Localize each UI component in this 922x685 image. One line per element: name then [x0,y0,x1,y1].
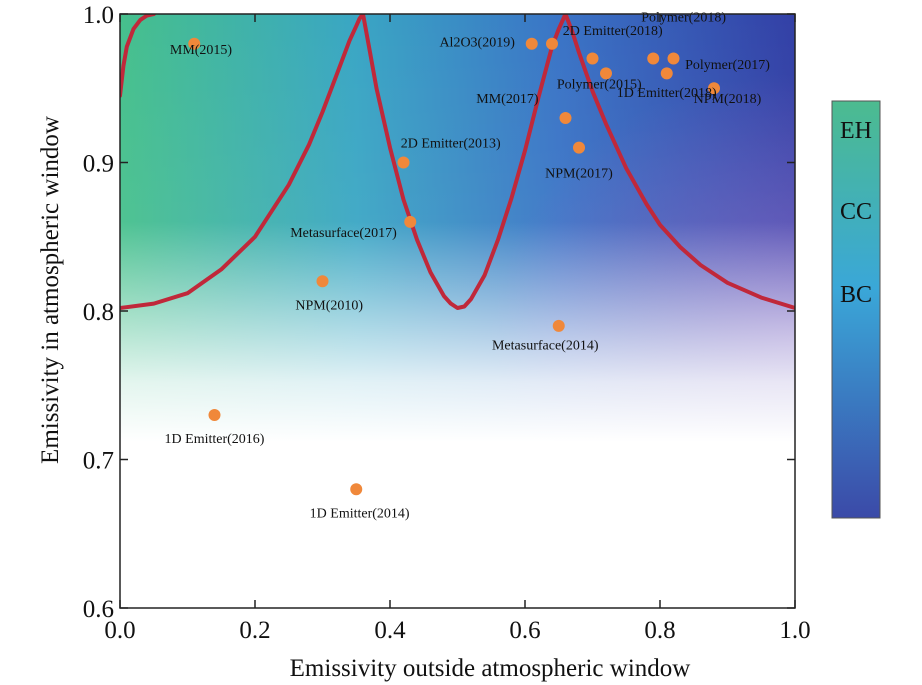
data-point [350,483,363,496]
x-axis-title: Emissivity outside atmospheric window [290,655,691,682]
x-tick-label: 1.0 [779,617,810,644]
colorbar-label-bc: BC [840,282,872,308]
data-point [404,215,417,228]
colorbar-label-eh: EH [840,118,872,144]
data-point-label: Metasurface(2014) [492,339,599,354]
data-point-label: NPM(2010) [295,299,363,314]
data-point [708,82,720,95]
data-point-label: 2D Emitter(2018) [563,24,663,39]
data-point [559,111,572,124]
data-point [397,156,410,169]
y-tick-label: 0.9 [83,151,114,178]
y-tick-label: 0.8 [83,299,114,326]
colorbar-label-cc: CC [840,199,872,225]
colorbar: EH CC BC [831,100,881,519]
y-tick-label: 1.0 [83,2,114,29]
data-point [188,37,201,50]
data-point [660,67,673,80]
boundary-curve-2 [361,14,568,310]
boundary-curve-3 [563,14,795,310]
data-point-label: Al2O3(2019) [439,36,515,51]
data-point-label: 1D Emitter(2016) [165,432,265,447]
data-point-label: 2D Emitter(2013) [401,137,501,152]
data-point [647,52,660,65]
y-axis-title: Emissivity in atmospheric window [37,116,64,464]
data-point-label: Metasurface(2017) [290,226,397,241]
data-point-label: MM(2017) [476,92,539,107]
plot-background [120,14,795,608]
y-tick-label: 0.6 [83,596,114,623]
x-tick-label: 0.4 [374,617,406,644]
data-point-label: NPM(2017) [545,166,613,181]
axis-ticks [119,13,796,609]
y-tick-label: 0.7 [83,448,114,475]
x-tick-label: 0.2 [239,617,270,644]
boundary-curve-0 [120,14,156,98]
data-points [188,37,720,496]
tick-labels: 0.0 0.2 0.4 0.6 0.8 1.0 0.6 0.7 0.8 0.9 1.0 [83,2,811,644]
data-point [586,52,599,65]
boundary-curves [120,14,795,310]
data-point [667,52,680,65]
data-point-label: MM(2015) [170,43,233,58]
data-point-label: 1D Emitter(2018) [617,86,717,101]
x-tick-label: 0.8 [644,617,675,644]
data-point [573,141,585,154]
x-tick-label: 0.6 [509,617,540,644]
data-point-label: 1D Emitter(2014) [310,506,410,521]
x-tick-label: 0.0 [104,617,135,644]
data-point [316,275,329,288]
data-point-label: Polymer(2015) [557,77,642,92]
data-point-label: Polymer(2017) [685,58,770,73]
data-point [208,408,221,421]
data-point [525,37,538,50]
data-point [552,319,565,332]
data-point [546,37,558,50]
colorbar-gradient [831,100,881,519]
boundary-curve-1 [120,14,365,310]
data-point [600,67,612,80]
data-point-label: Polymer(2018) [641,10,726,25]
point-labels: MM(2015) Al2O3(2019) Polymer(2015) MM(2017)… [165,10,771,521]
data-point-label: NPM(2018) [694,92,762,107]
